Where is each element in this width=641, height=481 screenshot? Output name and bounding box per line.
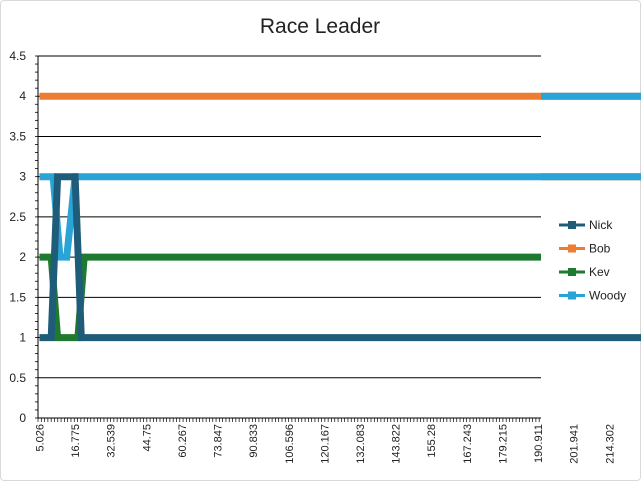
y-tick-label: 0.5: [9, 371, 26, 385]
x-tick-label: 120.167: [319, 424, 331, 464]
legend-label-woody: Woody: [589, 289, 626, 303]
y-tick-label: 3: [19, 170, 26, 184]
y-tick-label: 3.5: [9, 129, 26, 143]
x-tick-label: 60.267: [177, 424, 189, 458]
x-tick-label: 225.354: [640, 424, 641, 464]
x-tick-label: 167.243: [462, 424, 474, 464]
x-tick-label: 44.75: [141, 424, 153, 452]
y-axis-ticks: 0 0.5 1 1.5 2 2.5 3 3.5 4 4.5: [9, 49, 26, 425]
y-tick-label: 4: [19, 89, 26, 103]
legend-label-bob: Bob: [589, 242, 611, 256]
x-tick-label: 179.215: [497, 424, 509, 464]
series-lines: [39, 92, 641, 342]
legend-marker-kev: [568, 268, 576, 276]
series-line-kev: [39, 253, 541, 342]
gridlines: [38, 55, 541, 379]
y-tick-label: 1: [19, 331, 26, 345]
y-tick-label: 2: [19, 250, 26, 264]
legend-label-kev: Kev: [589, 265, 610, 279]
x-tick-label: 90.833: [248, 424, 260, 458]
x-tick-label: 143.822: [391, 424, 403, 464]
x-tick-label: 132.083: [355, 424, 367, 464]
series-line-bob: [39, 92, 641, 181]
legend-marker-woody: [568, 291, 576, 300]
chart-title: Race Leader: [260, 15, 380, 38]
x-tick-label: 201.941: [569, 424, 581, 464]
x-tick-label: 214.302: [604, 424, 616, 464]
x-axis-ticks: 5.026 16.775 32.539 44.75 60.267 73.847 90.833…: [35, 424, 641, 464]
axes: [35, 55, 541, 422]
legend-marker-nick: [568, 221, 576, 229]
y-tick-label: 0: [19, 411, 26, 425]
y-tick-label: 4.5: [9, 49, 26, 63]
x-tick-label: 106.596: [284, 424, 296, 464]
x-tick-label: 155.28: [426, 424, 438, 458]
x-tick-label: 32.539: [106, 424, 118, 458]
y-tick-label: 2.5: [9, 210, 26, 224]
y-tick-label: 1.5: [9, 290, 26, 304]
series-line-woody: [39, 92, 641, 261]
x-tick-label: 16.775: [70, 424, 82, 458]
legend-marker-bob: [568, 244, 576, 253]
x-tick-label: 73.847: [213, 424, 225, 458]
series-line-nick: [39, 173, 641, 342]
x-tick-label: 5.026: [35, 424, 47, 452]
legend-label-nick: Nick: [589, 218, 613, 232]
legend: Nick Bob Kev Woody: [559, 218, 626, 303]
x-tick-label: 190.911: [533, 424, 545, 463]
